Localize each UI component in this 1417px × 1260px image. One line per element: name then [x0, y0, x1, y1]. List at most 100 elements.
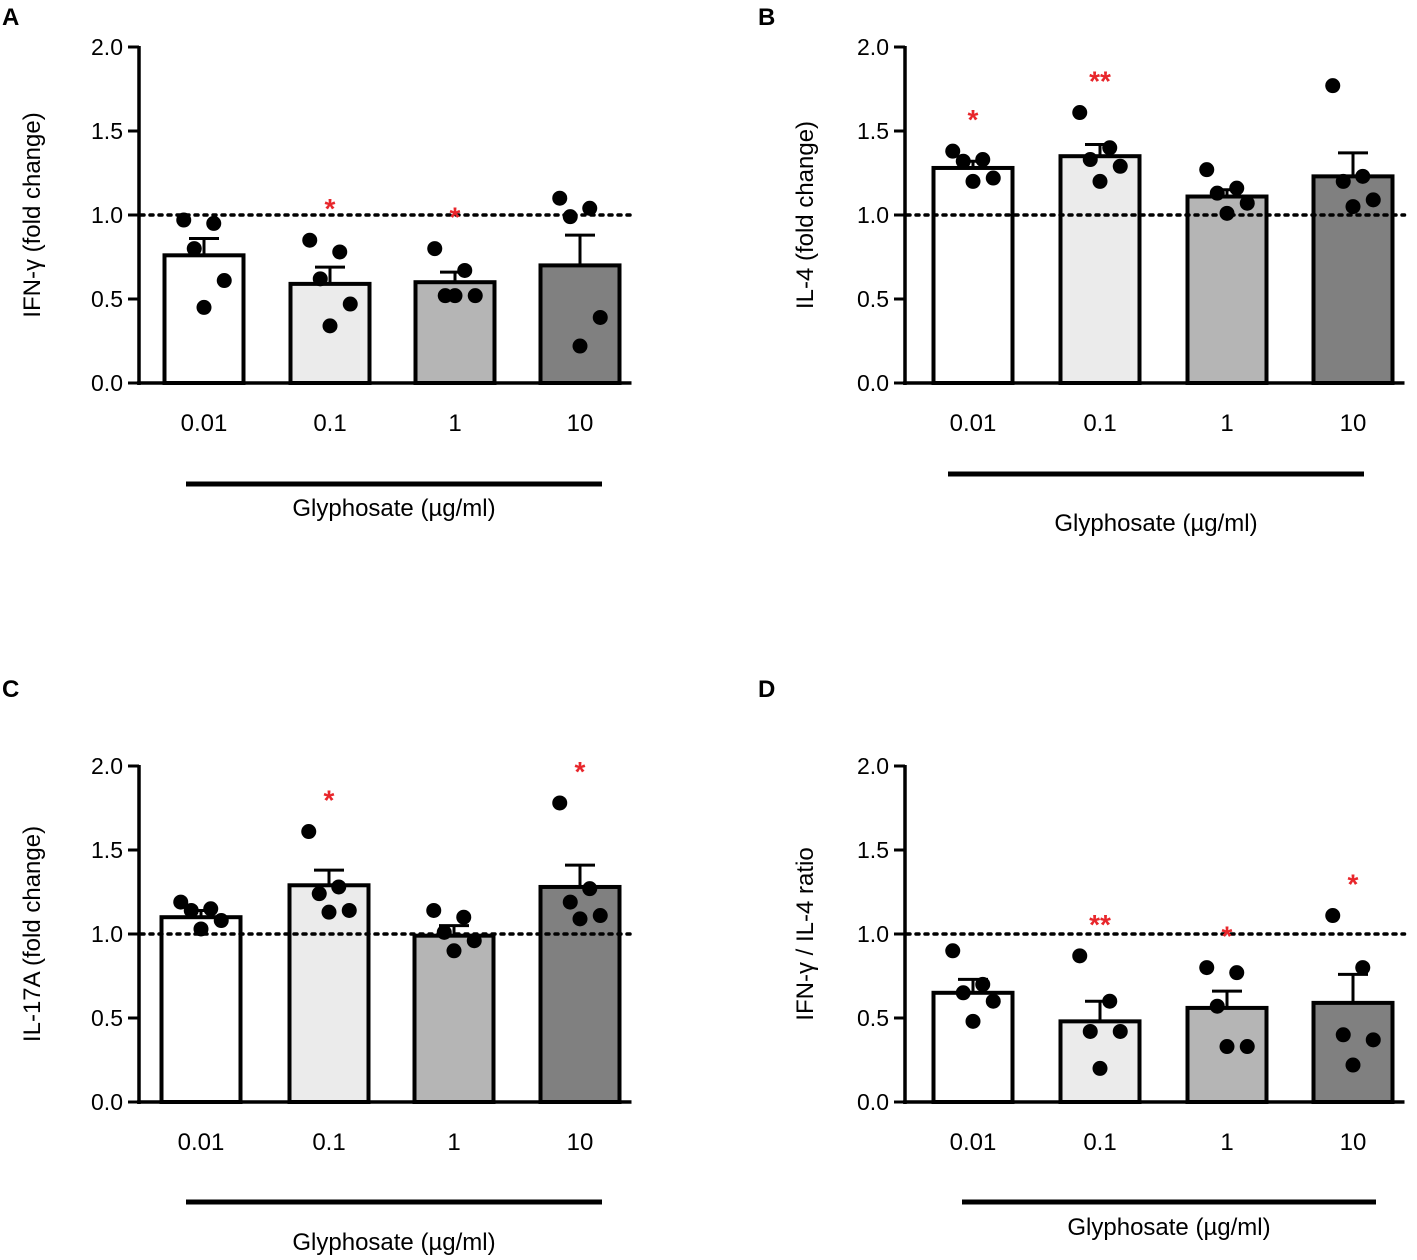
data-point	[582, 200, 598, 216]
data-point	[552, 190, 568, 206]
significance-marker: *	[450, 202, 461, 233]
y-axis-title: IL-4 (fold change)	[792, 121, 819, 309]
bar-0.01	[159, 915, 243, 1105]
data-point	[1219, 205, 1235, 221]
y-tick-label: 1.5	[91, 837, 123, 863]
x-tick-label: 0.1	[313, 410, 346, 437]
y-tick-label: 1.5	[857, 118, 889, 144]
data-point	[1355, 960, 1371, 976]
y-tick-label: 0.0	[91, 370, 123, 396]
data-point	[322, 318, 338, 334]
bar-0.1	[1058, 154, 1142, 385]
data-point	[341, 902, 357, 918]
data-point	[572, 911, 588, 927]
x-tick-label: 0.01	[950, 1129, 997, 1156]
x-tick-label: 0.01	[181, 410, 228, 437]
panel-letter: D	[758, 676, 775, 703]
data-point	[965, 173, 981, 189]
data-point	[1345, 1057, 1361, 1073]
data-point	[342, 296, 358, 312]
data-point	[975, 976, 991, 992]
data-point	[183, 902, 199, 918]
data-point	[466, 933, 482, 949]
data-point	[1092, 1060, 1108, 1076]
bar-1	[1185, 194, 1269, 385]
data-point	[1072, 105, 1088, 121]
data-point	[1102, 140, 1118, 156]
x-axis-title: Glyphosate (µg/ml)	[1067, 1214, 1270, 1241]
data-point	[1219, 1039, 1235, 1055]
data-point	[1112, 1023, 1128, 1039]
bar-0.1	[288, 281, 372, 386]
data-point	[1325, 908, 1341, 924]
significance-marker: *	[324, 785, 335, 816]
y-tick-label: 0.5	[91, 286, 123, 312]
x-tick-label: 1	[1220, 410, 1233, 437]
x-tick-label: 0.1	[312, 1129, 345, 1156]
data-point	[457, 262, 473, 278]
data-point	[1365, 192, 1381, 208]
x-tick-label: 10	[567, 1129, 594, 1156]
panel-b: B0.00.51.01.52.0IL-4 (fold change)***0.0…	[758, 4, 1407, 537]
x-tick-label: 0.01	[178, 1129, 225, 1156]
data-point	[1335, 1027, 1351, 1043]
data-point	[955, 153, 971, 169]
bar-0.01	[931, 165, 1015, 385]
x-tick-label: 10	[1340, 1129, 1367, 1156]
y-tick-label: 0.0	[857, 1089, 889, 1115]
data-point	[955, 985, 971, 1001]
data-point	[1229, 180, 1245, 196]
data-point	[1072, 948, 1088, 964]
bar-1	[412, 933, 496, 1104]
x-tick-label: 1	[447, 1129, 460, 1156]
y-tick-label: 2.0	[857, 753, 889, 779]
y-axis-title: IFN-γ (fold change)	[19, 112, 46, 317]
bar-0.01	[162, 253, 246, 386]
data-point	[562, 894, 578, 910]
y-axis-title: IL-17A (fold change)	[19, 826, 46, 1042]
y-tick-label: 0.5	[857, 286, 889, 312]
data-point	[186, 241, 202, 257]
data-point	[562, 209, 578, 225]
data-point	[945, 943, 961, 959]
data-point	[1335, 173, 1351, 189]
data-point	[312, 271, 328, 287]
y-axis-title: IFN-γ / IL-4 ratio	[792, 847, 819, 1020]
significance-marker: *	[968, 104, 979, 135]
data-point	[196, 299, 212, 315]
bar-0.01	[931, 990, 1015, 1104]
data-point	[301, 824, 317, 840]
data-point	[216, 273, 232, 289]
data-point	[945, 143, 961, 159]
y-tick-label: 2.0	[91, 753, 123, 779]
data-point	[1239, 195, 1255, 211]
data-point	[1365, 1032, 1381, 1048]
y-tick-label: 1.0	[91, 921, 123, 947]
data-point	[1199, 960, 1215, 976]
data-point	[446, 943, 462, 959]
significance-marker: *	[325, 193, 336, 224]
data-point	[1199, 162, 1215, 178]
data-point	[552, 795, 568, 811]
data-point	[436, 924, 452, 940]
data-point	[1209, 185, 1225, 201]
data-point	[975, 152, 991, 168]
data-point	[467, 288, 483, 304]
data-point	[311, 886, 327, 902]
data-point	[1082, 1023, 1098, 1039]
x-tick-label: 1	[1220, 1129, 1233, 1156]
x-tick-label: 10	[1340, 410, 1367, 437]
data-point	[965, 1013, 981, 1029]
data-point	[592, 309, 608, 325]
data-point	[582, 881, 598, 897]
significance-marker: **	[1089, 66, 1111, 97]
y-tick-label: 1.5	[857, 837, 889, 863]
data-point	[193, 921, 209, 937]
data-point	[1209, 998, 1225, 1014]
y-tick-label: 1.0	[857, 921, 889, 947]
y-tick-label: 0.5	[91, 1005, 123, 1031]
y-tick-label: 1.0	[857, 202, 889, 228]
x-axis-title: Glyphosate (µg/ml)	[292, 495, 495, 522]
